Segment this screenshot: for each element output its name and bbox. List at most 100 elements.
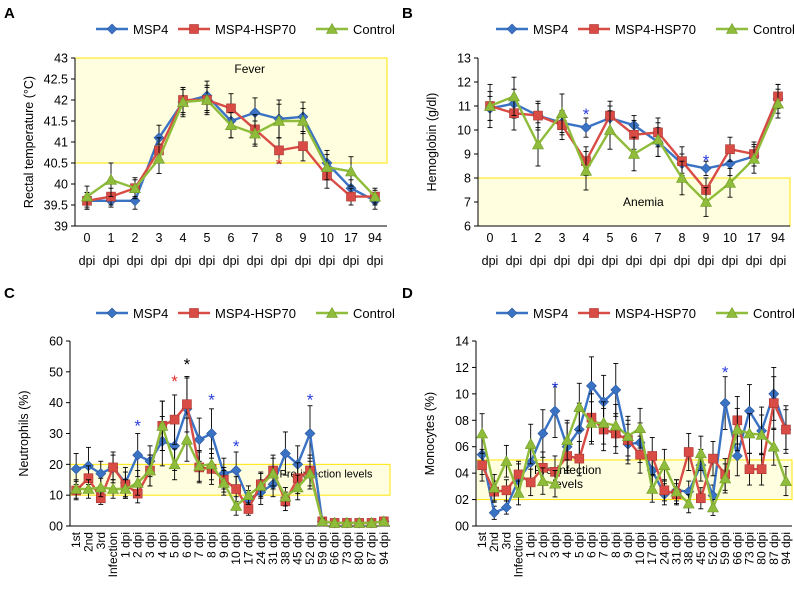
data-point	[694, 447, 707, 459]
x-tick-label: 9	[300, 231, 307, 245]
x-unit-label: dpi	[698, 254, 715, 268]
y-tick-label: 8	[464, 172, 471, 186]
data-point	[719, 472, 732, 484]
data-point	[152, 152, 166, 164]
data-point	[635, 449, 645, 460]
data-point	[561, 433, 574, 445]
y-tick-label: 7	[464, 196, 471, 210]
x-unit-label: dpi	[103, 254, 120, 268]
x-tick-label: Infection	[512, 532, 526, 577]
legend-label: MSP4	[533, 22, 568, 37]
legend-label: MSP4-HSP70	[615, 306, 696, 321]
data-point	[274, 145, 284, 156]
x-tick-label: 7	[252, 231, 259, 245]
data-point	[206, 428, 217, 439]
data-point	[597, 416, 610, 428]
data-point	[340, 516, 353, 528]
x-tick-label: 10	[320, 231, 334, 245]
y-tick-label: 40	[54, 178, 68, 192]
data-point	[699, 195, 713, 207]
series-line	[480, 383, 788, 515]
significance-star: *	[307, 391, 314, 410]
x-tick-label: 8	[679, 231, 686, 245]
data-point	[231, 484, 241, 494]
y-tick-label: 42.5	[44, 73, 68, 87]
x-unit-label: dpi	[175, 254, 192, 268]
x-tick-label: Infection	[106, 532, 120, 577]
x-unit-label: dpi	[295, 254, 312, 268]
data-point	[217, 476, 230, 488]
x-tick-label: 24 dpi	[254, 532, 268, 565]
data-point	[603, 123, 617, 135]
y-tick-label: 13	[457, 52, 471, 66]
data-point	[107, 482, 120, 494]
x-tick-label: 7	[655, 231, 662, 245]
y-tick-label: 40.5	[44, 157, 68, 171]
data-point	[501, 485, 512, 496]
data-point	[180, 433, 193, 445]
x-tick-label: 94	[771, 231, 785, 245]
legend-label: Control	[353, 22, 395, 37]
data-point	[94, 481, 107, 493]
data-point	[143, 464, 157, 476]
data-point	[507, 90, 521, 102]
data-point	[723, 176, 737, 188]
data-point	[573, 400, 586, 412]
x-unit-label: dpi	[127, 254, 144, 268]
data-point	[476, 427, 489, 439]
data-point	[344, 165, 358, 177]
legend-marker	[725, 306, 739, 318]
data-point	[731, 423, 744, 435]
series-Control	[70, 400, 390, 528]
data-point	[104, 173, 118, 185]
x-tick-label: 31 dpi	[670, 532, 684, 565]
data-point	[646, 482, 659, 494]
data-point	[586, 380, 597, 392]
data-point	[316, 515, 329, 527]
x-tick-label: 9 dpi	[217, 532, 231, 558]
x-tick-label: 3	[156, 231, 163, 245]
data-point	[488, 481, 501, 493]
data-point	[574, 453, 585, 464]
data-point	[634, 422, 647, 434]
y-tick-label: 50	[49, 365, 63, 379]
y-axis-label: Neutrophils (%)	[17, 390, 31, 476]
x-tick-label: 3 dpi	[548, 532, 562, 558]
y-tick-label: 41	[54, 136, 68, 150]
significance-star: *	[134, 417, 141, 436]
x-tick-label: 2nd	[487, 532, 501, 552]
data-point	[291, 481, 304, 493]
data-point	[193, 459, 206, 471]
x-unit-label: dpi	[482, 254, 499, 268]
y-tick-label: 39.5	[44, 199, 68, 213]
data-point	[230, 465, 242, 476]
x-tick-label: 3	[559, 231, 566, 245]
data-point	[524, 437, 537, 449]
x-unit-label: dpi	[746, 254, 763, 268]
data-point	[279, 490, 292, 502]
significance-star: *	[583, 105, 590, 124]
x-tick-label: 80 dpi	[755, 532, 769, 565]
legend-marker	[506, 307, 518, 319]
legend-label: Control	[753, 306, 794, 321]
x-tick-label: 9	[703, 231, 710, 245]
data-point	[533, 110, 543, 121]
x-tick-label: 17	[344, 231, 358, 245]
x-unit-label: dpi	[151, 254, 168, 268]
x-unit-label: dpi	[578, 254, 595, 268]
data-point	[708, 453, 718, 464]
y-tick-label: 10	[457, 124, 471, 138]
x-tick-label: 0	[84, 231, 91, 245]
band-label-line: Pre-infection levels	[280, 468, 373, 480]
x-tick-label: 2	[132, 231, 139, 245]
x-tick-label: 59 dpi	[718, 532, 732, 565]
data-point	[706, 501, 720, 513]
significance-star: *	[276, 155, 283, 174]
x-tick-label: 5	[204, 231, 211, 245]
x-unit-label: dpi	[602, 254, 619, 268]
data-point	[243, 504, 254, 514]
y-tick-label: 9	[464, 148, 471, 162]
data-point	[682, 497, 695, 509]
